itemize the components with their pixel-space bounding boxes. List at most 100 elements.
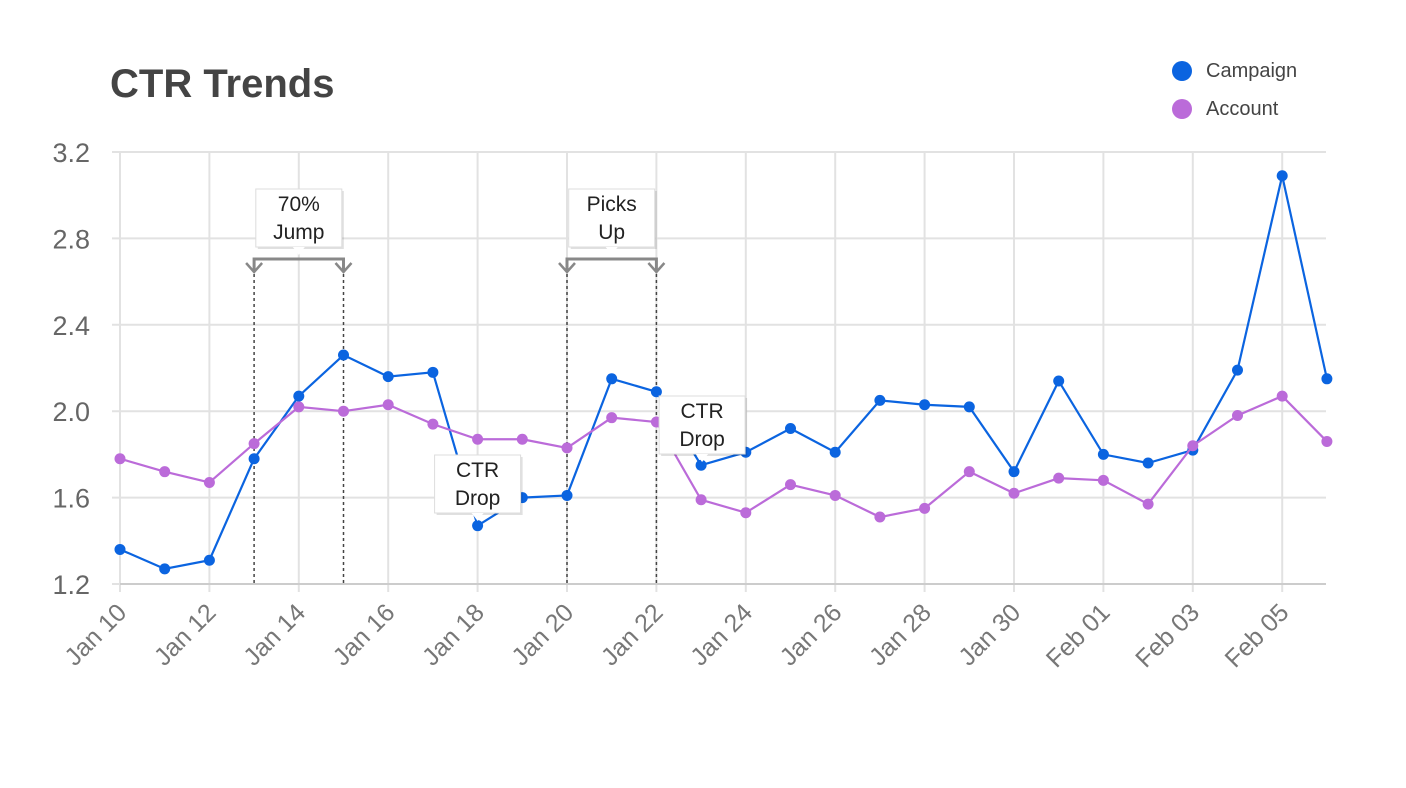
x-tick-label: Jan 16 bbox=[328, 598, 401, 671]
data-point-account bbox=[874, 511, 886, 523]
x-tick-label: Jan 24 bbox=[685, 598, 758, 671]
series-line-account bbox=[119, 394, 1328, 519]
data-point-account bbox=[1232, 410, 1243, 422]
legend-swatch-campaign bbox=[1172, 61, 1192, 81]
callout-annotation-text: Drop bbox=[679, 428, 725, 451]
data-point-campaign bbox=[1142, 457, 1154, 469]
data-point-account bbox=[382, 399, 394, 411]
data-point-account bbox=[829, 489, 841, 501]
data-point-account bbox=[427, 418, 439, 430]
range-annotation-text: Picks bbox=[587, 193, 637, 216]
data-point-account bbox=[516, 433, 528, 445]
annotation-arrowhead bbox=[334, 262, 353, 274]
callout-pointer bbox=[471, 513, 484, 521]
annotation-bracket bbox=[252, 257, 345, 270]
data-point-campaign bbox=[382, 371, 394, 383]
data-point-account bbox=[159, 466, 171, 478]
data-point-campaign bbox=[650, 386, 662, 398]
x-tick-label: Jan 22 bbox=[596, 598, 669, 671]
legend-label-campaign: Campaign bbox=[1206, 59, 1298, 82]
data-point-account bbox=[919, 502, 931, 514]
data-point-account bbox=[293, 401, 305, 413]
y-tick-label: 3.2 bbox=[52, 138, 90, 168]
annotation-callout: 70% Jump bbox=[255, 188, 344, 255]
legend-item-account[interactable]: Account bbox=[1172, 90, 1297, 128]
y-tick-label: 1.6 bbox=[52, 484, 90, 514]
annotation-callout: CTR Drop bbox=[434, 454, 523, 521]
legend-label-account: Account bbox=[1206, 97, 1279, 120]
annotation-callout: Picks Up bbox=[568, 188, 657, 255]
data-point-account bbox=[1142, 498, 1154, 510]
data-point-campaign bbox=[248, 453, 260, 465]
data-point-account bbox=[1187, 440, 1199, 452]
callout-pointer bbox=[292, 247, 305, 255]
data-point-account bbox=[1053, 472, 1065, 484]
data-point-account bbox=[963, 466, 975, 478]
data-point-campaign bbox=[1321, 373, 1333, 385]
data-point-campaign bbox=[963, 401, 975, 413]
data-point-account bbox=[785, 479, 796, 491]
annotation-callouts: 70% Jump Picks Up CTR Drop CTR Drop bbox=[255, 188, 748, 521]
data-point-account bbox=[338, 405, 349, 417]
series-line-campaign bbox=[119, 175, 1328, 571]
data-point-campaign bbox=[114, 543, 126, 555]
y-tick-label: 2.8 bbox=[52, 224, 90, 254]
data-point-campaign bbox=[293, 390, 305, 402]
legend-swatch-account bbox=[1172, 99, 1192, 119]
data-point-campaign bbox=[1008, 466, 1020, 478]
callout-box bbox=[434, 454, 522, 514]
data-point-campaign bbox=[472, 520, 484, 532]
data-point-account bbox=[1321, 435, 1333, 447]
chart-title: CTR Trends bbox=[110, 62, 335, 106]
data-point-account bbox=[695, 494, 707, 506]
data-point-campaign bbox=[785, 422, 796, 434]
x-tick-label: Jan 30 bbox=[953, 598, 1026, 671]
x-tick-label: Jan 14 bbox=[238, 598, 311, 671]
data-point-account bbox=[248, 438, 260, 450]
annotation-bracket bbox=[565, 257, 658, 270]
data-point-account bbox=[1008, 487, 1020, 499]
data-point-account bbox=[472, 433, 484, 445]
callout-annotation-text: CTR bbox=[681, 400, 724, 423]
range-annotation-text: Up bbox=[598, 221, 625, 244]
data-point-campaign bbox=[874, 394, 886, 406]
x-tick-label: Jan 26 bbox=[775, 598, 848, 671]
annotation-callout: CTR Drop bbox=[658, 395, 748, 462]
x-tick-label: Feb 01 bbox=[1041, 598, 1116, 673]
annotation-lines bbox=[245, 257, 666, 584]
data-point-campaign bbox=[1097, 448, 1109, 460]
callout-pointer bbox=[696, 454, 709, 462]
annotation-arrowhead bbox=[245, 262, 264, 274]
range-annotation-text: Jump bbox=[273, 221, 324, 244]
series-layer bbox=[114, 170, 1333, 575]
y-tick-label: 2.0 bbox=[52, 397, 90, 427]
callout-annotation-text: CTR bbox=[456, 459, 499, 482]
annotation-arrowhead bbox=[558, 262, 576, 274]
data-point-account bbox=[561, 442, 573, 454]
callout-box bbox=[658, 395, 746, 455]
data-point-campaign bbox=[427, 366, 439, 378]
data-point-campaign bbox=[203, 554, 215, 566]
callout-pointer bbox=[605, 247, 618, 255]
callout-annotation-text: Drop bbox=[455, 487, 501, 510]
data-point-account bbox=[203, 476, 215, 488]
data-point-campaign bbox=[159, 563, 171, 575]
data-point-campaign bbox=[919, 399, 931, 411]
x-tick-label: Feb 03 bbox=[1130, 598, 1205, 673]
data-point-account bbox=[114, 453, 126, 465]
data-point-campaign bbox=[695, 459, 707, 471]
callout-box bbox=[568, 188, 656, 248]
data-point-account bbox=[740, 507, 752, 519]
x-tick-label: Jan 12 bbox=[149, 598, 222, 671]
data-point-campaign bbox=[1276, 170, 1288, 182]
data-point-campaign bbox=[606, 373, 618, 385]
data-point-campaign bbox=[1232, 364, 1243, 376]
x-tick-label: Feb 05 bbox=[1220, 598, 1295, 673]
annotation-arrowhead bbox=[647, 262, 666, 274]
x-tick-label: Jan 20 bbox=[506, 598, 579, 671]
legend-item-campaign[interactable]: Campaign bbox=[1172, 52, 1297, 90]
x-tick-label: Jan 28 bbox=[864, 598, 937, 671]
chart-legend: Campaign Account bbox=[1172, 52, 1297, 128]
data-point-campaign bbox=[338, 349, 349, 361]
data-point-campaign bbox=[829, 446, 841, 458]
